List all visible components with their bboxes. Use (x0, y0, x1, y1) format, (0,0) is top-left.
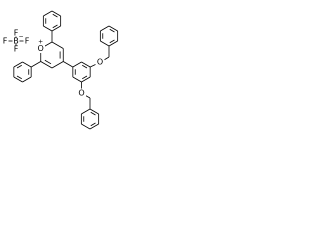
bond (90, 122, 96, 127)
bond (16, 64, 22, 69)
charge-label: + (38, 39, 43, 46)
bond (89, 123, 99, 130)
bond (109, 28, 115, 33)
atom-label: O (38, 44, 44, 53)
bond (72, 76, 82, 83)
bond (51, 10, 61, 17)
bond (81, 76, 91, 83)
bond (51, 25, 61, 32)
atom-label: B (13, 37, 19, 46)
bond (22, 61, 32, 68)
bond (16, 75, 22, 80)
bond (90, 63, 97, 68)
bond (63, 61, 74, 68)
bond (109, 39, 115, 44)
atom-label: O (97, 58, 103, 67)
atom-labels: F F B − F F O + O O (3, 29, 105, 98)
atom-label: F (3, 37, 8, 46)
bond (30, 61, 41, 68)
bond (13, 76, 23, 83)
bonds (8, 10, 119, 130)
bond (81, 108, 91, 115)
bond (108, 25, 118, 32)
charge-label: − (18, 34, 23, 41)
atom-label: O (78, 89, 84, 98)
bond (52, 13, 58, 18)
atom-label: F (14, 29, 19, 38)
label-mask (95, 57, 105, 67)
bond (82, 64, 88, 69)
bond (44, 59, 52, 65)
bond (100, 40, 110, 47)
bond (81, 123, 91, 130)
bond (108, 40, 118, 47)
bond (85, 95, 91, 99)
bond (43, 10, 53, 17)
atom-label: F (14, 45, 19, 54)
bond (51, 61, 64, 69)
bond (40, 61, 53, 69)
bond (72, 61, 82, 68)
bond (100, 25, 110, 32)
bond (43, 25, 53, 32)
bond (90, 111, 96, 116)
atom-label: F (25, 37, 30, 46)
bond (82, 75, 88, 80)
molecule-structure: F F B − F F O + O O (3, 10, 119, 130)
bond (52, 24, 58, 29)
bond (103, 56, 110, 61)
label-mask (77, 88, 86, 98)
bond (89, 108, 99, 115)
bond (13, 61, 23, 68)
bond (51, 41, 64, 49)
bond (81, 61, 91, 68)
label-mask (36, 44, 45, 53)
bond (22, 76, 32, 83)
